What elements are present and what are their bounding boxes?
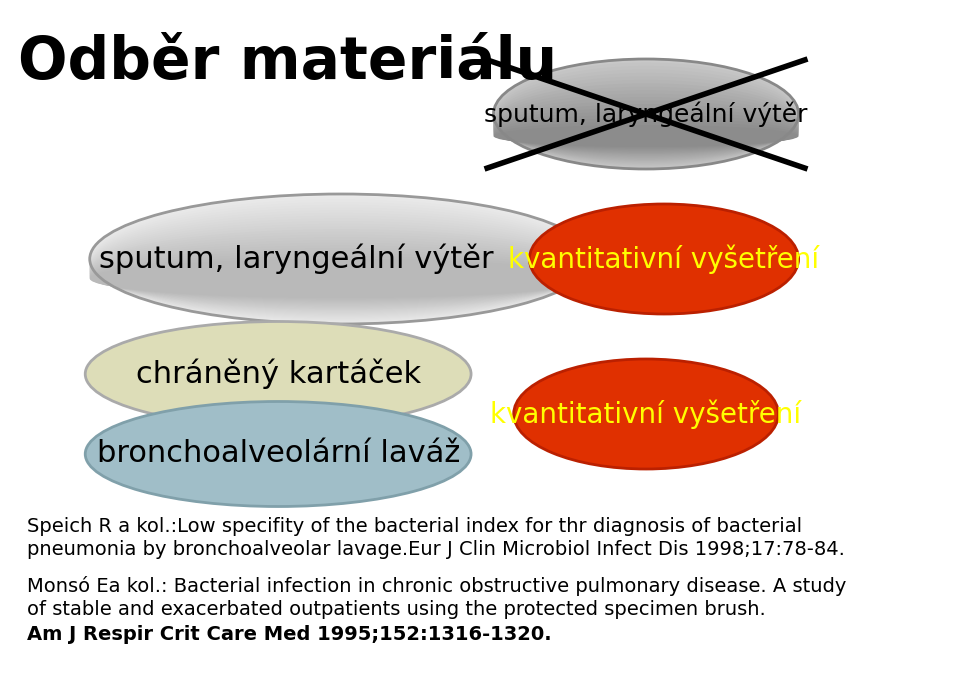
Ellipse shape bbox=[89, 210, 592, 317]
Ellipse shape bbox=[89, 248, 592, 303]
Ellipse shape bbox=[89, 232, 592, 309]
Ellipse shape bbox=[89, 213, 592, 316]
Ellipse shape bbox=[89, 223, 592, 312]
Ellipse shape bbox=[89, 221, 592, 313]
Ellipse shape bbox=[89, 208, 592, 319]
Ellipse shape bbox=[89, 226, 592, 311]
Ellipse shape bbox=[89, 216, 592, 315]
Ellipse shape bbox=[89, 251, 592, 301]
Ellipse shape bbox=[493, 66, 799, 167]
Ellipse shape bbox=[89, 259, 592, 298]
Text: chráněný kartáček: chráněný kartáček bbox=[135, 359, 420, 389]
Ellipse shape bbox=[493, 115, 799, 151]
Text: bronchoalveolární laváž: bronchoalveolární laváž bbox=[97, 439, 460, 468]
Ellipse shape bbox=[89, 205, 592, 320]
Text: Speich R a kol.:Low specifity of the bacterial index for thr diagnosis of bacter: Speich R a kol.:Low specifity of the bac… bbox=[27, 517, 802, 536]
Ellipse shape bbox=[89, 256, 592, 299]
Text: of stable and exacerbated outpatients using the protected specimen brush.: of stable and exacerbated outpatients us… bbox=[27, 600, 766, 619]
Ellipse shape bbox=[85, 402, 471, 507]
Text: pneumonia by bronchoalveolar lavage.Eur J Clin Microbiol Infect Dis 1998;17:78-8: pneumonia by bronchoalveolar lavage.Eur … bbox=[27, 540, 845, 559]
Ellipse shape bbox=[493, 121, 799, 148]
Ellipse shape bbox=[493, 101, 799, 155]
Ellipse shape bbox=[85, 321, 471, 427]
Text: Odběr materiálu: Odběr materiálu bbox=[18, 34, 557, 91]
Ellipse shape bbox=[493, 118, 799, 149]
Text: Monsó Ea kol.: Bacterial infection in chronic obstructive pulmonary disease. A s: Monsó Ea kol.: Bacterial infection in ch… bbox=[27, 576, 847, 596]
Text: kvantitativní vyšetření: kvantitativní vyšetření bbox=[509, 244, 820, 273]
Ellipse shape bbox=[493, 108, 799, 153]
Ellipse shape bbox=[89, 253, 592, 301]
Ellipse shape bbox=[89, 202, 592, 321]
Ellipse shape bbox=[493, 62, 799, 168]
Ellipse shape bbox=[89, 194, 592, 324]
Ellipse shape bbox=[89, 246, 592, 303]
Text: sputum, laryngeální výtěr: sputum, laryngeální výtěr bbox=[484, 101, 807, 127]
Ellipse shape bbox=[514, 359, 779, 469]
Ellipse shape bbox=[89, 240, 592, 305]
Ellipse shape bbox=[493, 97, 799, 156]
Ellipse shape bbox=[493, 90, 799, 158]
Ellipse shape bbox=[493, 87, 799, 160]
Ellipse shape bbox=[493, 73, 799, 164]
Ellipse shape bbox=[89, 199, 592, 322]
Ellipse shape bbox=[493, 125, 799, 147]
Text: sputum, laryngeální výtěr: sputum, laryngeální výtěr bbox=[99, 244, 493, 274]
Ellipse shape bbox=[89, 196, 592, 323]
Ellipse shape bbox=[493, 69, 799, 166]
Ellipse shape bbox=[89, 243, 592, 305]
Ellipse shape bbox=[89, 229, 592, 310]
Ellipse shape bbox=[493, 94, 799, 158]
Ellipse shape bbox=[493, 76, 799, 163]
Ellipse shape bbox=[493, 80, 799, 162]
Ellipse shape bbox=[493, 104, 799, 154]
Ellipse shape bbox=[529, 204, 799, 314]
Text: Am J Respir Crit Care Med 1995;152:1316-1320.: Am J Respir Crit Care Med 1995;152:1316-… bbox=[27, 625, 552, 644]
Ellipse shape bbox=[89, 237, 592, 307]
Text: kvantitativní vyšetření: kvantitativní vyšetření bbox=[491, 399, 802, 429]
Ellipse shape bbox=[89, 219, 592, 314]
Ellipse shape bbox=[493, 83, 799, 161]
Ellipse shape bbox=[89, 235, 592, 307]
Ellipse shape bbox=[493, 59, 799, 169]
Ellipse shape bbox=[493, 111, 799, 151]
